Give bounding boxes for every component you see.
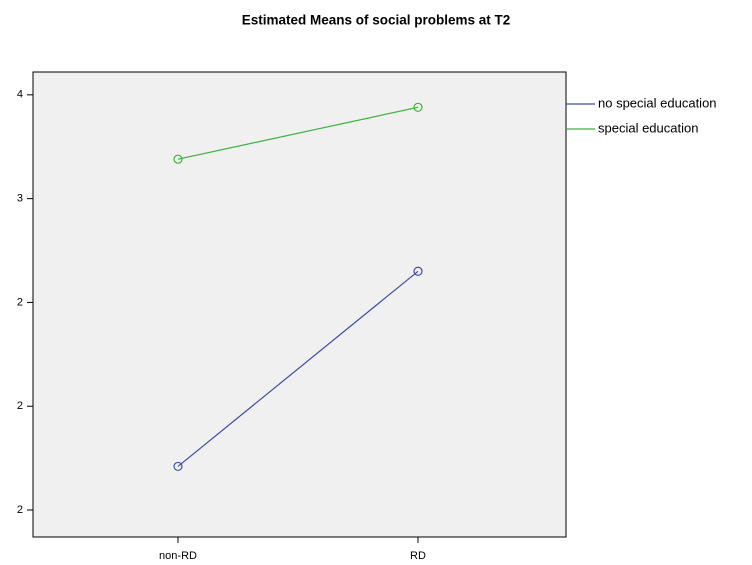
series-line — [177, 106, 419, 160]
data-point — [173, 461, 183, 472]
y-tick-label: 3 — [17, 193, 23, 205]
data-point — [413, 102, 423, 112]
y-tick-label: 2 — [17, 296, 23, 308]
plot-area — [32, 71, 567, 538]
data-point — [413, 266, 423, 276]
x-tick-label: non-RD — [159, 550, 197, 562]
chart-title: Estimated Means of social problems at T2 — [242, 13, 511, 28]
y-tick-label: 4 — [17, 89, 23, 101]
data-point — [173, 154, 183, 164]
x-tick-label: RD — [410, 550, 426, 562]
legend-label: special education — [598, 120, 698, 135]
legend-label: no special education — [598, 95, 717, 110]
y-tick-label: 2 — [17, 400, 23, 412]
series-line — [177, 270, 419, 467]
y-tick-label: 2 — [17, 504, 23, 516]
